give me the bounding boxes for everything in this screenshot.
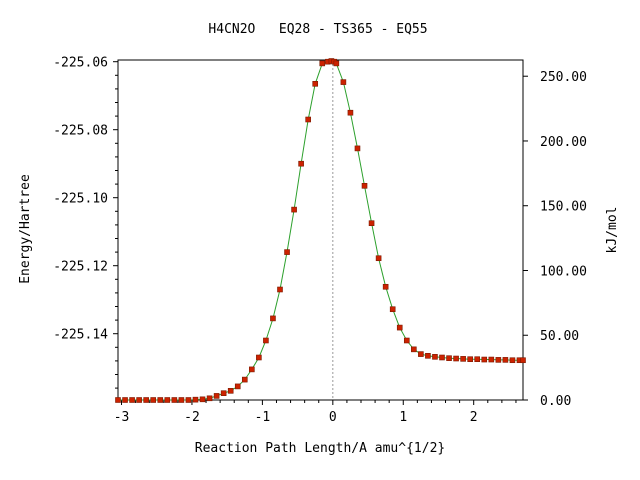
y2-tick-label: 200.00 (540, 135, 587, 150)
data-point (495, 357, 502, 363)
data-point (460, 356, 466, 362)
data-point (270, 315, 276, 322)
data-point (241, 376, 248, 383)
data-point (220, 390, 227, 397)
y2-tick-label: 0.00 (540, 394, 571, 409)
data-point (354, 145, 361, 152)
data-point (411, 346, 417, 353)
data-point (509, 357, 516, 364)
data-point (396, 324, 403, 331)
x-axis-ticks: -3 -2 -1 0 1 2 (114, 400, 517, 425)
x-tick-label: 1 (399, 410, 407, 425)
data-point (164, 397, 171, 403)
data-point (481, 356, 488, 363)
data-point (467, 356, 473, 363)
series-markers (115, 58, 526, 403)
y-tick-label: -225.12 (53, 260, 108, 275)
x-tick-label: 2 (470, 410, 478, 425)
data-point (333, 60, 340, 67)
y2-tick-label: 150.00 (540, 200, 587, 215)
data-point (291, 206, 297, 213)
data-point (249, 366, 255, 373)
data-point (425, 352, 431, 359)
y2-tick-label: 50.00 (540, 329, 579, 344)
data-point (143, 397, 149, 403)
data-point (122, 397, 128, 403)
data-point (312, 81, 319, 87)
data-point (347, 109, 354, 116)
series-line (118, 60, 523, 401)
data-point (256, 354, 262, 361)
data-point (115, 397, 121, 403)
data-point (234, 383, 241, 390)
x-tick-label: -3 (114, 410, 130, 425)
data-point (277, 286, 283, 293)
y2-tick-label: 100.00 (540, 264, 587, 279)
data-point (520, 357, 526, 364)
data-point (206, 395, 213, 402)
data-point (340, 79, 347, 85)
data-point (361, 183, 368, 189)
data-point (403, 337, 410, 344)
chart-title: H4CN2O EQ28 - TS365 - EQ55 (208, 22, 427, 37)
data-point (502, 357, 509, 363)
data-point (263, 337, 269, 344)
data-point (171, 397, 178, 403)
y-tick-label: -225.08 (53, 124, 108, 139)
y-axis-label: Energy/Hartree (18, 174, 33, 284)
y2-axis-label: kJ/mol (605, 207, 620, 254)
data-point (178, 397, 185, 403)
data-point (368, 220, 375, 226)
y2-tick-label: 250.00 (540, 70, 587, 85)
data-point (284, 249, 290, 255)
x-tick-label: -1 (255, 410, 271, 425)
data-point (157, 397, 164, 403)
x-tick-label: -2 (184, 410, 200, 425)
x-tick-label: 0 (329, 410, 337, 425)
data-point (382, 283, 389, 290)
data-point (453, 355, 459, 362)
data-point (319, 60, 326, 67)
data-point (213, 393, 220, 399)
data-point (305, 116, 311, 123)
y-tick-label: -225.10 (53, 192, 108, 207)
y2-axis-ticks: 0.00 50.00 100.00 150.00 200.00 250.00 (523, 70, 587, 409)
data-point (129, 397, 135, 403)
data-point (474, 356, 481, 363)
data-point (199, 396, 206, 403)
data-point (192, 396, 199, 403)
data-point (439, 354, 445, 361)
data-point (488, 356, 495, 363)
y-tick-label: -225.06 (53, 56, 108, 71)
x-axis-label: Reaction Path Length/A amu^{1/2} (195, 441, 445, 456)
data-point (375, 255, 382, 262)
data-point (227, 388, 234, 394)
plot-frame (117, 59, 524, 401)
y-axis-ticks: -225.06 -225.08 -225.10 -225.12 -225.14 (53, 56, 118, 389)
data-point (150, 397, 157, 403)
data-point (418, 351, 424, 357)
y-tick-label: -225.14 (53, 328, 108, 343)
data-point (136, 397, 142, 403)
data-point (432, 354, 438, 360)
data-point (446, 355, 452, 361)
data-point (185, 397, 192, 403)
data-point (389, 306, 396, 313)
data-point (298, 160, 304, 167)
